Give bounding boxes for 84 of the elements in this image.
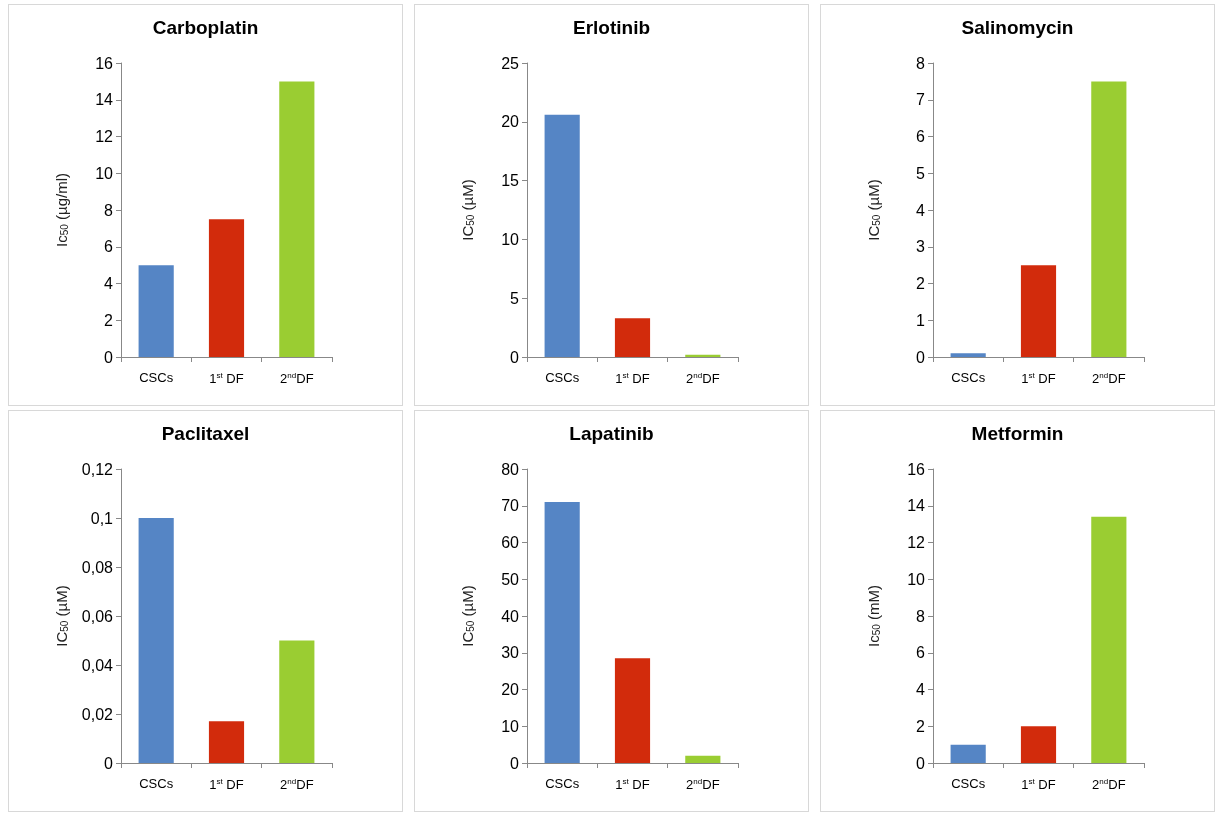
- y-tick-label: 50: [501, 570, 520, 588]
- chart-title: Paclitaxel: [161, 423, 250, 444]
- y-tick-label: 14: [907, 497, 926, 515]
- bar: [279, 81, 315, 357]
- y-tick-label: 2: [104, 311, 114, 329]
- y-axis-title: IC50 (µM): [864, 179, 882, 241]
- chart-title: Erlotinib: [572, 17, 651, 38]
- x-tick-label: CSCs: [951, 370, 986, 385]
- y-tick-label: 0: [510, 754, 520, 772]
- y-tick-label: 40: [501, 607, 520, 625]
- y-tick-label: 70: [501, 497, 520, 515]
- y-tick-label: 12: [907, 534, 926, 551]
- y-tick-label: 16: [907, 460, 926, 478]
- y-tick-label: 8: [104, 201, 114, 219]
- bar: [950, 353, 986, 357]
- y-tick-label: 0: [104, 348, 114, 366]
- bar: [1091, 516, 1127, 763]
- y-tick-label: 12: [95, 128, 114, 145]
- chart-title: Salinomycin: [961, 17, 1074, 38]
- y-tick-label: 0,08: [81, 558, 114, 576]
- y-tick-label: 1: [916, 311, 926, 329]
- bar: [208, 219, 245, 357]
- y-axis-title: Ic50 (µg/ml): [52, 173, 70, 247]
- bar: [614, 658, 651, 763]
- bar: [1091, 81, 1127, 357]
- y-axis-title: IC50 (µM): [458, 179, 476, 241]
- y-tick-label: 10: [501, 230, 520, 248]
- y-tick-label: 6: [916, 128, 926, 145]
- bar: [208, 721, 245, 763]
- y-tick-label: 10: [95, 164, 114, 182]
- y-tick-label: 16: [95, 54, 114, 72]
- y-tick-label: 4: [916, 681, 926, 698]
- y-tick-label: 4: [104, 275, 114, 292]
- x-tick-label: CSCs: [545, 370, 580, 385]
- y-tick-label: 8: [916, 54, 926, 72]
- y-tick-label: 8: [916, 607, 926, 625]
- chart-title: Metformin: [971, 423, 1064, 444]
- bar: [950, 744, 986, 763]
- y-tick-label: 3: [916, 238, 926, 256]
- y-axis-title: IC50 (µM): [458, 585, 476, 647]
- chart-title: Carboplatin: [152, 17, 259, 38]
- y-axis-title: IC50 (µM): [52, 585, 70, 647]
- y-tick-label: 20: [501, 113, 520, 131]
- y-tick-label: 80: [501, 460, 520, 478]
- x-tick-label: CSCs: [545, 776, 580, 791]
- y-tick-label: 0: [104, 754, 114, 772]
- bar: [138, 518, 174, 763]
- y-tick-label: 0,12: [81, 460, 114, 478]
- y-tick-label: 0,06: [81, 607, 114, 625]
- y-tick-label: 6: [104, 238, 114, 256]
- x-tick-label: CSCs: [139, 370, 174, 385]
- y-tick-label: 60: [501, 534, 520, 551]
- y-tick-label: 15: [501, 172, 520, 190]
- y-tick-label: 10: [501, 717, 520, 735]
- bar: [1020, 726, 1057, 763]
- y-tick-label: 2: [916, 717, 926, 735]
- y-tick-label: 6: [916, 644, 926, 662]
- y-tick-label: 0,02: [81, 705, 114, 723]
- x-tick-label: CSCs: [951, 776, 986, 791]
- y-tick-label: 25: [501, 54, 520, 72]
- y-tick-label: 30: [501, 644, 520, 662]
- y-tick-label: 5: [916, 164, 926, 182]
- y-tick-label: 7: [916, 91, 926, 109]
- bar: [138, 265, 174, 357]
- y-tick-label: 0: [510, 348, 520, 366]
- chart-title: Lapatinib: [569, 423, 654, 444]
- y-tick-label: 10: [907, 570, 926, 588]
- y-tick-label: 0,04: [81, 656, 114, 674]
- y-tick-label: 5: [510, 289, 520, 307]
- x-tick-label: CSCs: [139, 776, 174, 791]
- bar: [685, 755, 721, 763]
- bar: [279, 640, 315, 763]
- y-axis-title: Ic50 (mM): [864, 585, 882, 647]
- bar: [614, 318, 651, 357]
- bar: [544, 502, 580, 763]
- y-tick-label: 14: [95, 91, 114, 109]
- y-tick-label: 2: [916, 275, 926, 292]
- bar: [544, 114, 580, 357]
- bar: [1020, 265, 1057, 357]
- y-tick-label: 0: [916, 754, 926, 772]
- y-tick-label: 4: [916, 201, 926, 219]
- y-tick-label: 0: [916, 348, 926, 366]
- y-tick-label: 0,1: [90, 509, 114, 527]
- y-tick-label: 20: [501, 681, 520, 698]
